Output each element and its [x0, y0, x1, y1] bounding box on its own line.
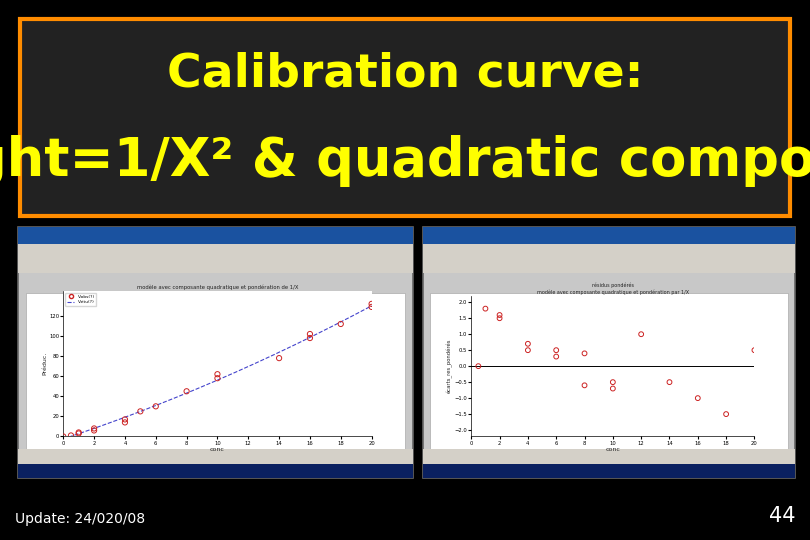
Point [118, 418, 131, 427]
Point [273, 354, 286, 362]
Point [87, 424, 100, 433]
Text: Update: 24/020/08: Update: 24/020/08 [15, 512, 145, 526]
Point [72, 429, 85, 438]
Point [522, 346, 535, 354]
FancyBboxPatch shape [20, 19, 790, 216]
Point [719, 410, 732, 418]
Point [149, 402, 162, 410]
Point [493, 310, 506, 319]
Point [522, 340, 535, 348]
FancyBboxPatch shape [423, 227, 795, 244]
Text: Weight=1/X² & quadratic component: Weight=1/X² & quadratic component [0, 135, 810, 187]
FancyBboxPatch shape [423, 257, 795, 273]
Y-axis label: Préduc.: Préduc. [43, 352, 48, 375]
FancyBboxPatch shape [18, 244, 413, 257]
Point [134, 407, 147, 416]
X-axis label: conc: conc [210, 447, 225, 452]
Point [57, 432, 70, 441]
Point [118, 415, 131, 424]
Title: résidus pondérés
modèle avec composante quadratique et pondération par 1/X: résidus pondérés modèle avec composante … [537, 283, 689, 295]
FancyBboxPatch shape [423, 244, 795, 257]
Text: 44: 44 [769, 507, 795, 526]
X-axis label: conc: conc [605, 447, 620, 452]
Point [365, 302, 378, 311]
Point [479, 305, 492, 313]
Point [578, 381, 591, 390]
Point [607, 378, 620, 387]
Text: Calibration curve:: Calibration curve: [167, 52, 643, 97]
Legend: V.obs(?), V.étu(?): V.obs(?), V.étu(?) [66, 293, 96, 306]
Point [691, 394, 704, 402]
Point [72, 428, 85, 437]
FancyBboxPatch shape [430, 293, 788, 449]
FancyBboxPatch shape [423, 227, 795, 478]
FancyBboxPatch shape [18, 227, 413, 478]
Point [493, 314, 506, 322]
FancyBboxPatch shape [18, 227, 413, 244]
Point [211, 374, 224, 382]
Point [748, 346, 761, 354]
Point [607, 384, 620, 393]
FancyBboxPatch shape [423, 449, 795, 464]
Point [365, 300, 378, 308]
Point [472, 362, 485, 370]
Point [304, 334, 317, 342]
Point [550, 346, 563, 354]
Point [180, 387, 193, 396]
Point [578, 349, 591, 357]
Point [635, 330, 648, 339]
Point [304, 330, 317, 339]
FancyBboxPatch shape [18, 257, 413, 273]
FancyBboxPatch shape [18, 464, 413, 478]
FancyBboxPatch shape [423, 464, 795, 478]
Point [65, 431, 78, 440]
Point [335, 320, 347, 328]
Y-axis label: écarts_res_pondérés: écarts_res_pondérés [447, 339, 453, 394]
FancyBboxPatch shape [26, 293, 405, 449]
Point [550, 352, 563, 361]
Point [211, 370, 224, 379]
Point [87, 426, 100, 435]
FancyBboxPatch shape [18, 449, 413, 464]
Point [663, 378, 676, 387]
Title: modèle avec composante quadratique et pondération de 1/X: modèle avec composante quadratique et po… [137, 284, 298, 290]
